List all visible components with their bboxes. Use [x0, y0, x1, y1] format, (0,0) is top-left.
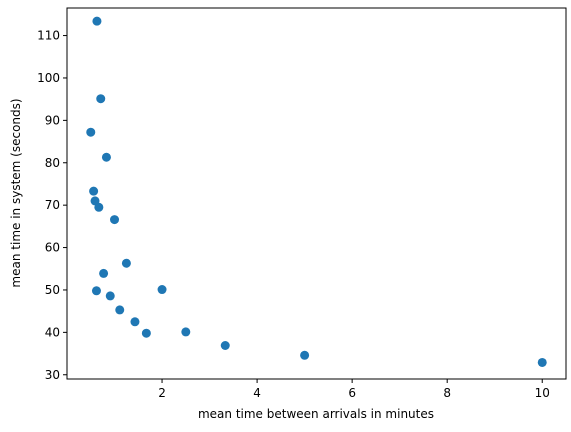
- x-tick-label: 2: [158, 386, 166, 400]
- x-tick-label: 4: [253, 386, 261, 400]
- x-tick-label: 10: [535, 386, 550, 400]
- y-tick-label: 100: [37, 71, 60, 85]
- data-point: [96, 94, 106, 104]
- y-tick-label: 50: [45, 283, 60, 297]
- data-points: [86, 16, 547, 367]
- data-point: [121, 258, 131, 268]
- data-point: [94, 202, 104, 212]
- data-point: [105, 291, 115, 301]
- data-point: [99, 268, 109, 278]
- data-point: [157, 285, 167, 295]
- data-point: [220, 341, 230, 351]
- data-point: [110, 215, 120, 225]
- x-axis-label: mean time between arrivals in minutes: [198, 407, 434, 421]
- x-tick-label: 6: [348, 386, 356, 400]
- y-tick-label: 90: [45, 113, 60, 127]
- data-point: [130, 317, 140, 327]
- y-axis-label: mean time in system (seconds): [9, 98, 23, 287]
- data-point: [89, 186, 99, 196]
- data-point: [92, 16, 102, 26]
- y-tick-label: 70: [45, 198, 60, 212]
- x-axis: 2 4 6 8 10: [158, 379, 550, 400]
- y-tick-label: 30: [45, 368, 60, 382]
- data-point: [300, 350, 310, 360]
- data-point: [91, 286, 101, 296]
- y-tick-label: 80: [45, 156, 60, 170]
- y-axis: 30 40 50 60 70 80 90 100 110: [37, 29, 67, 382]
- x-tick-label: 8: [443, 386, 451, 400]
- data-point: [141, 328, 151, 338]
- y-tick-label: 60: [45, 241, 60, 255]
- data-point: [101, 152, 111, 162]
- data-point: [86, 127, 96, 137]
- data-point: [537, 357, 547, 367]
- plot-area: [66, 7, 567, 380]
- y-tick-label: 40: [45, 325, 60, 339]
- data-point: [115, 305, 125, 315]
- data-point: [181, 327, 191, 337]
- y-tick-label: 110: [37, 29, 60, 43]
